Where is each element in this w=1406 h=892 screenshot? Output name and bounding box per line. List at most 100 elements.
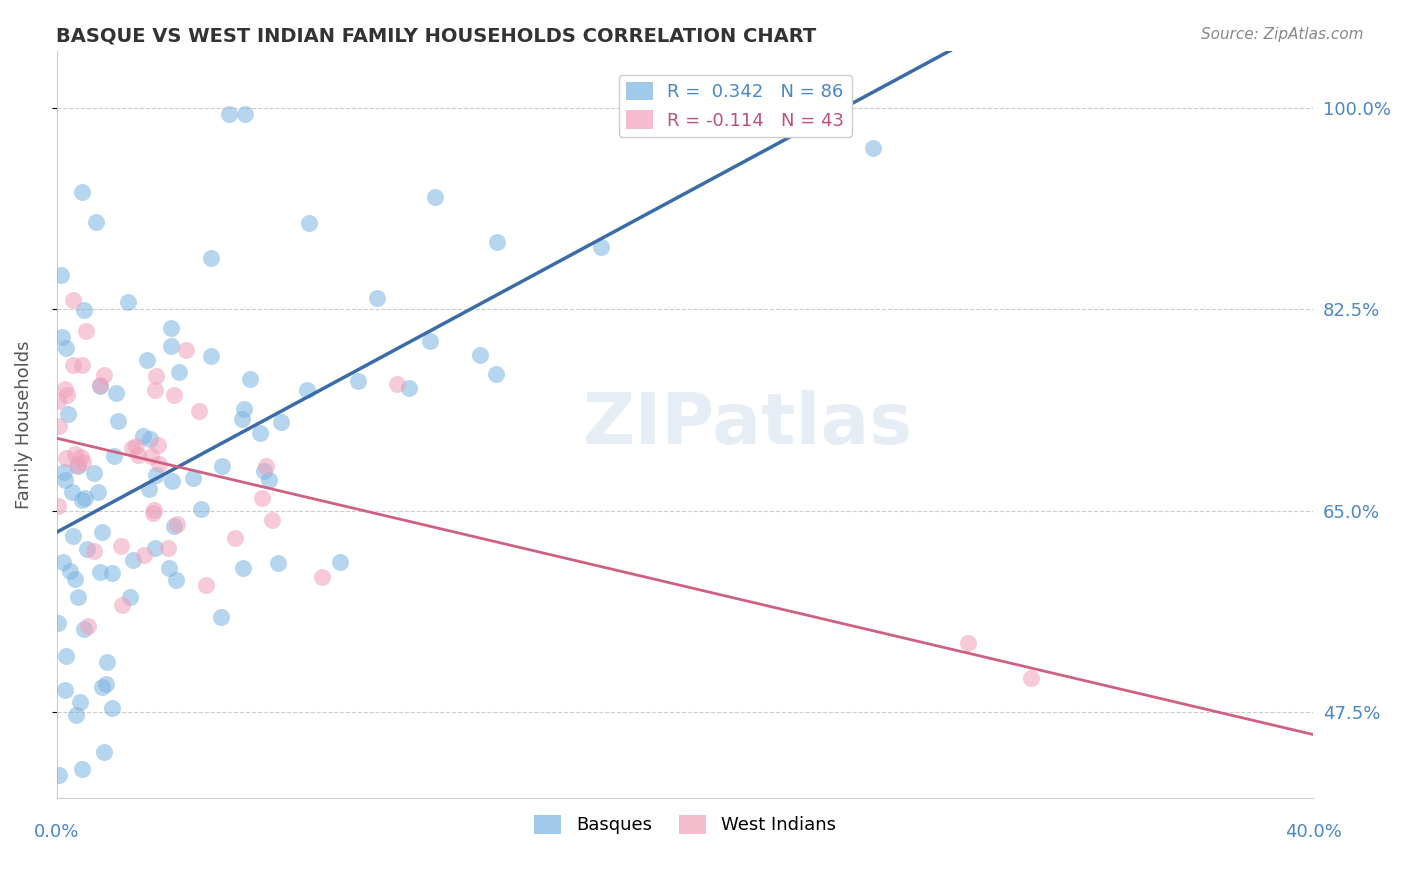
Point	[122, 553, 145, 567]
Text: 40.0%: 40.0%	[1285, 823, 1341, 841]
Point	[157, 561, 180, 575]
Point	[188, 403, 211, 417]
Point	[127, 448, 149, 462]
Point	[385, 377, 408, 392]
Point	[134, 549, 156, 563]
Point	[58, 408, 80, 422]
Point	[73, 302, 96, 317]
Point	[1019, 671, 1042, 685]
Point	[110, 539, 132, 553]
Point	[66, 458, 89, 472]
Point	[485, 235, 508, 250]
Point	[139, 432, 162, 446]
Point	[46, 394, 69, 409]
Point	[49, 268, 72, 283]
Point	[62, 359, 84, 373]
Point	[75, 324, 97, 338]
Point	[87, 485, 110, 500]
Point	[53, 682, 76, 697]
Point	[70, 763, 93, 777]
Point	[224, 532, 246, 546]
Point	[48, 419, 70, 434]
Point	[136, 353, 159, 368]
Point	[118, 590, 141, 604]
Point	[55, 388, 77, 402]
Point	[143, 503, 166, 517]
Point	[270, 415, 292, 429]
Point	[169, 365, 191, 379]
Point	[73, 622, 96, 636]
Point	[76, 541, 98, 556]
Point	[194, 577, 217, 591]
Point	[65, 708, 87, 723]
Legend: Basques, West Indians: Basques, West Indians	[527, 808, 842, 842]
Point	[53, 473, 76, 487]
Point	[200, 349, 222, 363]
Point	[89, 379, 111, 393]
Point	[69, 450, 91, 465]
Point	[46, 499, 69, 513]
Point	[62, 529, 84, 543]
Point	[73, 491, 96, 505]
Point	[145, 368, 167, 383]
Point	[484, 368, 506, 382]
Point	[72, 454, 94, 468]
Point	[53, 465, 76, 479]
Point	[103, 450, 125, 464]
Point	[55, 648, 77, 663]
Point	[66, 590, 89, 604]
Point	[146, 438, 169, 452]
Point	[91, 525, 114, 540]
Point	[62, 293, 84, 307]
Point	[262, 513, 284, 527]
Point	[96, 655, 118, 669]
Point	[470, 348, 492, 362]
Text: ZIPatlas: ZIPatlas	[582, 390, 912, 459]
Text: BASQUE VS WEST INDIAN FAMILY HOUSEHOLDS CORRELATION CHART: BASQUE VS WEST INDIAN FAMILY HOUSEHOLDS …	[56, 27, 817, 45]
Point	[145, 467, 167, 482]
Point	[93, 368, 115, 382]
Point	[311, 570, 333, 584]
Point	[65, 572, 87, 586]
Point	[125, 439, 148, 453]
Point	[190, 502, 212, 516]
Point	[160, 339, 183, 353]
Point	[218, 107, 240, 121]
Point	[163, 388, 186, 402]
Point	[419, 334, 441, 349]
Point	[209, 610, 232, 624]
Point	[46, 615, 69, 630]
Point	[267, 556, 290, 570]
Point	[211, 458, 233, 473]
Point	[143, 541, 166, 556]
Point	[55, 450, 77, 465]
Point	[55, 341, 77, 355]
Point	[89, 377, 111, 392]
Point	[89, 565, 111, 579]
Point	[329, 555, 352, 569]
Point	[66, 459, 89, 474]
Point	[69, 695, 91, 709]
Point	[249, 425, 271, 440]
Point	[200, 251, 222, 265]
Point	[423, 190, 446, 204]
Point	[48, 768, 70, 782]
Point	[58, 564, 80, 578]
Point	[956, 636, 979, 650]
Y-axis label: Family Households: Family Households	[15, 340, 32, 508]
Point	[145, 383, 167, 397]
Point	[60, 484, 83, 499]
Point	[233, 401, 256, 416]
Point	[142, 507, 165, 521]
Point	[163, 519, 186, 533]
Point	[107, 414, 129, 428]
Point	[231, 412, 253, 426]
Point	[295, 383, 318, 397]
Point	[86, 215, 108, 229]
Point	[156, 541, 179, 555]
Point	[231, 561, 253, 575]
Point	[51, 330, 73, 344]
Point	[104, 386, 127, 401]
Point	[591, 239, 613, 253]
Point	[366, 292, 388, 306]
